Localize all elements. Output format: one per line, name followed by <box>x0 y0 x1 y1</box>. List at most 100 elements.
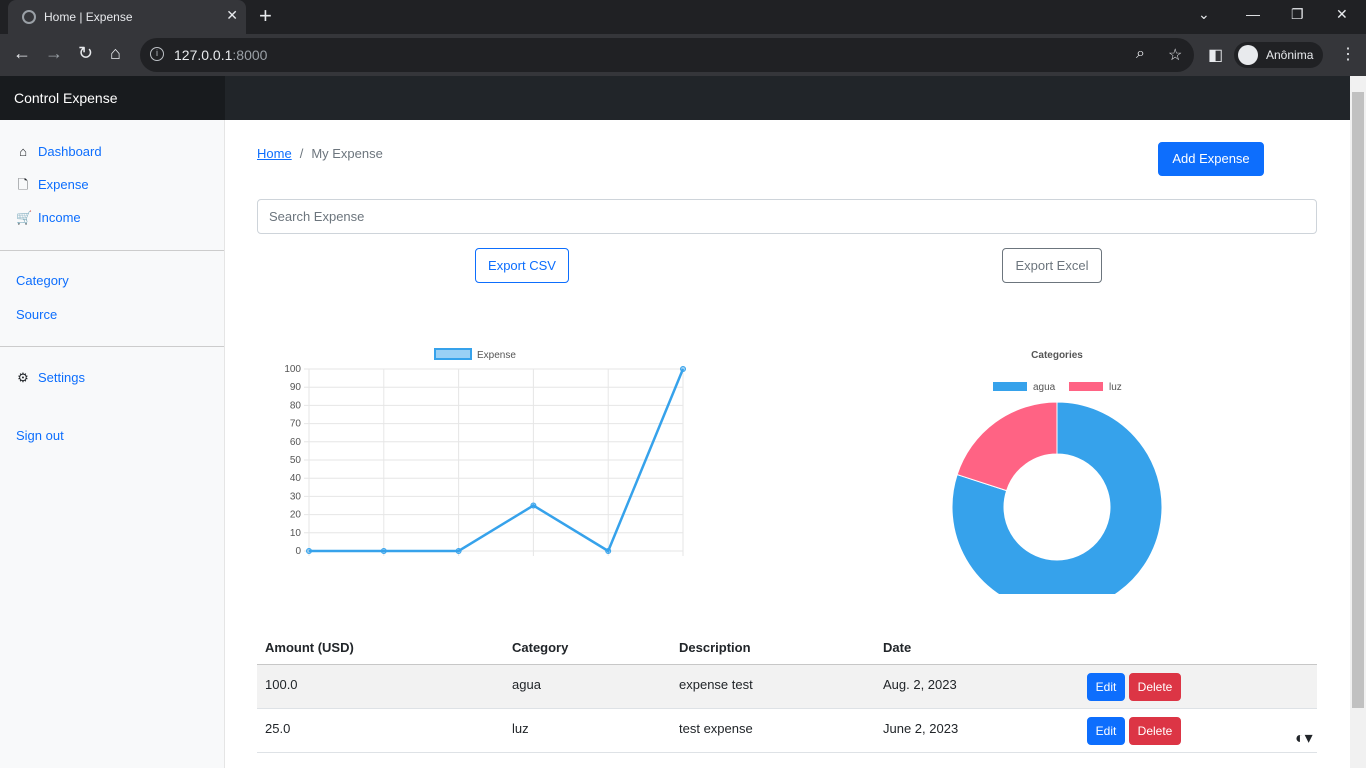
legend-swatch <box>993 382 1027 391</box>
zoom-icon[interactable]: ⌕ <box>1136 45 1145 62</box>
tab-search-icon[interactable]: ⌄ <box>1198 6 1210 22</box>
chart-title: Categories <box>1031 350 1083 361</box>
app: Control Expense ⌂ Dashboard 🗋 Expense 🛒 … <box>0 76 1366 768</box>
data-point <box>680 366 686 372</box>
y-tick-label: 40 <box>290 473 302 484</box>
browser-menu-icon[interactable]: ⋮ <box>1340 46 1356 63</box>
sidebar-item-sign-out[interactable]: Sign out <box>16 428 64 443</box>
data-point <box>530 502 537 509</box>
address-bar[interactable]: i 127.0.0.1:8000 ⌕ ☆ <box>140 38 1194 72</box>
search-input[interactable] <box>257 199 1317 234</box>
y-tick-label: 30 <box>290 491 302 502</box>
sidebar-item-settings[interactable]: ⚙ Settings <box>16 370 85 385</box>
url-text: 127.0.0.1:8000 <box>174 47 267 63</box>
sidebar-item-income[interactable]: 🛒 Income <box>16 210 81 225</box>
sidebar-item-label: Category <box>16 273 69 288</box>
cell-amount: 100.0 <box>265 677 298 692</box>
edit-button[interactable]: Edit <box>1087 717 1125 745</box>
legend-label: agua <box>1033 382 1056 393</box>
sidebar-item-label: Settings <box>38 370 85 385</box>
y-tick-label: 10 <box>290 528 302 539</box>
data-point <box>380 548 387 554</box>
url-host: 127.0.0.1 <box>174 47 233 63</box>
cell-amount: 25.0 <box>265 721 291 736</box>
minimize-button[interactable]: — <box>1246 6 1260 22</box>
y-tick-label: 70 <box>290 419 302 430</box>
data-point <box>605 548 612 554</box>
sidebar-item-dashboard[interactable]: ⌂ Dashboard <box>16 144 102 159</box>
bookmark-star-icon[interactable]: ☆ <box>1168 47 1183 64</box>
sidebar-item-label: Income <box>38 210 81 225</box>
cell-description: expense test <box>679 677 753 692</box>
file-icon: 🗋 <box>17 176 29 192</box>
legend-swatch <box>434 348 472 360</box>
sidebar-item-label: Expense <box>38 177 89 192</box>
legend-swatch <box>1069 382 1103 391</box>
add-expense-button[interactable]: Add Expense <box>1158 142 1264 176</box>
header-category: Category <box>512 640 569 655</box>
scrollbar-thumb[interactable] <box>1352 92 1364 708</box>
reload-icon[interactable]: ↻ <box>78 43 94 63</box>
table-row: 25.0 luz test expense June 2, 2023 Edit … <box>257 709 1317 753</box>
brand[interactable]: Control Expense <box>0 76 225 120</box>
back-icon[interactable]: ← <box>13 43 31 63</box>
top-navbar: Control Expense <box>0 76 1350 120</box>
sidebar-item-label: Source <box>16 307 58 322</box>
sidebar-item-source[interactable]: Source <box>16 307 57 322</box>
sidebar: ⌂ Dashboard 🗋 Expense 🛒 Income Category … <box>0 120 225 768</box>
edit-button[interactable]: Edit <box>1087 673 1125 701</box>
y-tick-label: 100 <box>284 364 301 375</box>
y-tick-label: 0 <box>295 546 301 557</box>
incognito-icon <box>1238 45 1258 65</box>
expense-table: Amount (USD) Category Description Date 1… <box>257 625 1317 753</box>
forward-icon[interactable]: → <box>45 43 63 63</box>
url-port: :8000 <box>232 47 268 63</box>
browser-tab-bar: Home | Expense ✕ + ⌄ — ❐ ✕ <box>0 0 1366 34</box>
sidebar-divider <box>0 346 224 347</box>
breadcrumb: Home / My Expense <box>257 146 383 161</box>
sidebar-item-label: Dashboard <box>38 144 102 159</box>
delete-button[interactable]: Delete <box>1129 673 1181 701</box>
legend-label: Expense <box>477 350 516 361</box>
site-info-icon[interactable]: i <box>150 47 164 61</box>
maximize-button[interactable]: ❐ <box>1291 6 1304 22</box>
data-point <box>306 548 312 554</box>
main-content: Home / My Expense Add Expense Export CSV E… <box>225 120 1350 768</box>
table-header: Amount (USD) Category Description Date <box>257 625 1317 665</box>
cell-date: June 2, 2023 <box>883 721 959 736</box>
profile-button[interactable]: Anônima <box>1234 42 1324 68</box>
y-tick-label: 80 <box>290 400 302 411</box>
sidebar-divider <box>0 250 224 251</box>
browser-tab[interactable]: Home | Expense ✕ <box>8 0 246 34</box>
breadcrumb-home[interactable]: Home <box>257 146 292 161</box>
sidebar-item-expense[interactable]: 🗋 Expense <box>16 177 89 192</box>
close-window-button[interactable]: ✕ <box>1336 6 1348 22</box>
expense-line-chart: 0102030405060708090100March 2023April 20… <box>284 348 686 557</box>
export-excel-button[interactable]: Export Excel <box>1002 248 1102 283</box>
y-tick-label: 20 <box>290 510 302 521</box>
legend-label: luz <box>1109 382 1122 393</box>
side-panel-icon[interactable]: ◧ <box>1208 47 1224 64</box>
gear-icon: ⚙ <box>17 369 29 385</box>
y-tick-label: 90 <box>290 382 302 393</box>
sidebar-item-label: Sign out <box>16 428 64 443</box>
close-tab-icon[interactable]: ✕ <box>226 7 238 23</box>
profile-label: Anônima <box>1266 48 1314 62</box>
data-point <box>455 548 462 554</box>
theme-toggle-icon[interactable]: ◐▾ <box>1295 730 1313 747</box>
header-date: Date <box>883 640 912 655</box>
sidebar-item-category[interactable]: Category <box>16 273 69 288</box>
table-row: 100.0 agua expense test Aug. 2, 2023 Edi… <box>257 665 1317 709</box>
donut-slice <box>956 401 1058 492</box>
series-line <box>309 368 685 553</box>
delete-button[interactable]: Delete <box>1129 717 1181 745</box>
cell-date: Aug. 2, 2023 <box>883 677 957 692</box>
export-csv-button[interactable]: Export CSV <box>475 248 569 283</box>
home-icon: ⌂ <box>19 143 27 159</box>
page-scrollbar[interactable] <box>1350 76 1366 768</box>
new-tab-button[interactable]: + <box>259 3 272 28</box>
cell-description: test expense <box>679 721 753 736</box>
tab-title: Home | Expense <box>44 10 133 24</box>
categories-donut-chart: Categories agua luz <box>951 350 1163 594</box>
home-browser-icon[interactable]: ⌂ <box>110 43 121 63</box>
